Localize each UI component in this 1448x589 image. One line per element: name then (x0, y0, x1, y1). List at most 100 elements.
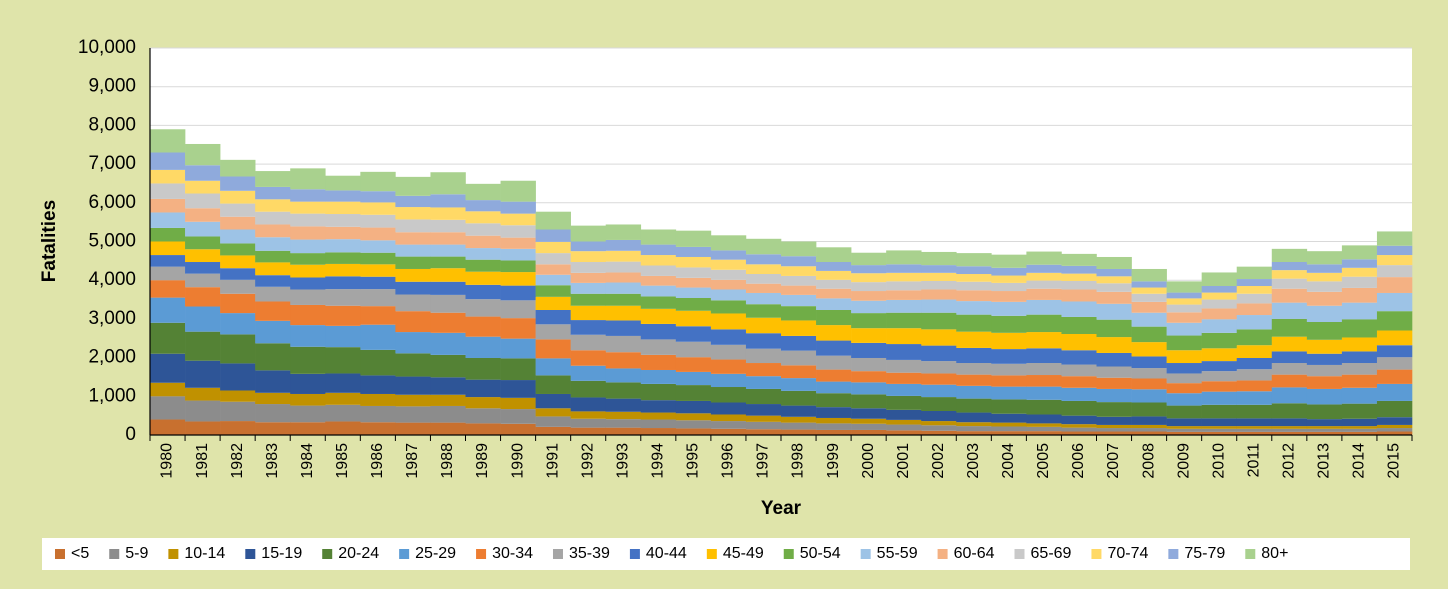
bar-segment (185, 400, 221, 422)
bar-segment (535, 324, 571, 340)
legend-swatch (783, 549, 794, 559)
legend-swatch (1245, 549, 1256, 559)
bar-segment (675, 400, 712, 414)
legend-label: 5-9 (125, 545, 148, 562)
bar-segment (1306, 264, 1343, 273)
bar-segment (640, 419, 677, 429)
bar-segment (360, 264, 396, 277)
bar-segment (1026, 332, 1062, 349)
bar-segment (781, 306, 817, 321)
bar-segment (1341, 418, 1378, 427)
bar-segment (675, 267, 712, 278)
bar-segment (465, 336, 501, 358)
bar-segment (956, 274, 992, 282)
bar-segment (956, 431, 992, 435)
legend: <5 5-9 10-14 15-19 20-24 25-29 30-34 35-39 40-44… (55, 545, 1288, 562)
bar-segment (1271, 302, 1308, 319)
legend-label: 35-39 (569, 545, 610, 562)
bar-segment (1376, 330, 1413, 346)
bar-segment (851, 429, 887, 435)
bar-segment (255, 186, 291, 200)
bar-segment (675, 385, 712, 401)
legend-swatch (1091, 549, 1102, 559)
bar-segment (1061, 333, 1097, 351)
bar-segment (395, 406, 431, 423)
bar-segment (220, 421, 256, 435)
bar-segment (991, 386, 1027, 400)
bar-segment (500, 300, 536, 319)
bar-segment (710, 279, 747, 290)
bar-segment (290, 325, 326, 347)
legend-swatch (476, 549, 487, 559)
bar-segment (921, 329, 957, 346)
bar-segment (1201, 381, 1238, 392)
bar-segment (781, 422, 817, 430)
bar-segment (745, 317, 782, 334)
bar-segment (1026, 426, 1062, 432)
bar-segment (956, 266, 992, 275)
bar-segment (1096, 283, 1132, 292)
bar-segment (290, 289, 326, 305)
bar-segment (150, 280, 186, 298)
bar-segment (1201, 361, 1238, 372)
bar-segment (605, 368, 642, 383)
bar-segment (886, 419, 922, 425)
bar-segment (675, 413, 712, 421)
y-axis-title: Fatalities (39, 200, 60, 282)
bar-segment (185, 360, 221, 388)
bar-segment (185, 236, 221, 250)
bar-segment (710, 387, 747, 403)
bar-segment (185, 331, 221, 361)
bar-segment (640, 412, 677, 420)
x-tick-label: 1996 (720, 443, 737, 479)
bar-segment (1131, 326, 1167, 343)
legend-label: 45-49 (723, 545, 764, 562)
bar-segment (1061, 387, 1097, 401)
bar-segment (605, 239, 642, 251)
bar-segment (360, 393, 396, 406)
bar-segment (1096, 377, 1132, 389)
bar-segment (1376, 265, 1413, 278)
bar-segment (1341, 319, 1378, 338)
bar-segment (1026, 299, 1062, 315)
bar-segment (220, 390, 256, 402)
bar-segment (220, 255, 256, 269)
bar-segment (921, 280, 957, 290)
bar-segment (360, 405, 396, 423)
bar-segment (1131, 293, 1167, 302)
bar-segment (1376, 292, 1413, 312)
legend-swatch (399, 549, 410, 559)
bar-segment (605, 261, 642, 273)
bar-segment (1061, 265, 1097, 274)
bar-segment (640, 255, 677, 266)
bar-segment (255, 370, 291, 393)
bar-segment (816, 429, 852, 435)
bar-segment (1061, 400, 1097, 416)
bar-segment (605, 320, 642, 336)
bar-segment (1201, 428, 1238, 432)
bar-segment (710, 428, 747, 435)
bar-segment (570, 305, 607, 321)
bar-segment (1376, 428, 1413, 432)
bar-segment (1061, 431, 1097, 435)
bar-segment (1236, 329, 1273, 346)
bar-segment (605, 398, 642, 412)
bar-segment (220, 363, 256, 391)
bar-segment (991, 275, 1027, 283)
x-tick-label: 1981 (194, 443, 211, 479)
legend-swatch (245, 549, 256, 559)
bar-segment (886, 281, 922, 291)
bar-segment (745, 376, 782, 389)
bar-segment (1131, 378, 1167, 390)
bar-segment (570, 397, 607, 412)
bar-segment (956, 398, 992, 413)
bar-segment (1201, 404, 1238, 419)
bar-segment (220, 401, 256, 422)
bar-segment (465, 316, 501, 337)
legend-label: 60-64 (954, 545, 995, 562)
bar-segment (675, 287, 712, 299)
bar-segment (465, 379, 501, 398)
bar-segment (395, 353, 431, 377)
bar-segment (1376, 277, 1413, 293)
bar-segment (1236, 426, 1273, 429)
